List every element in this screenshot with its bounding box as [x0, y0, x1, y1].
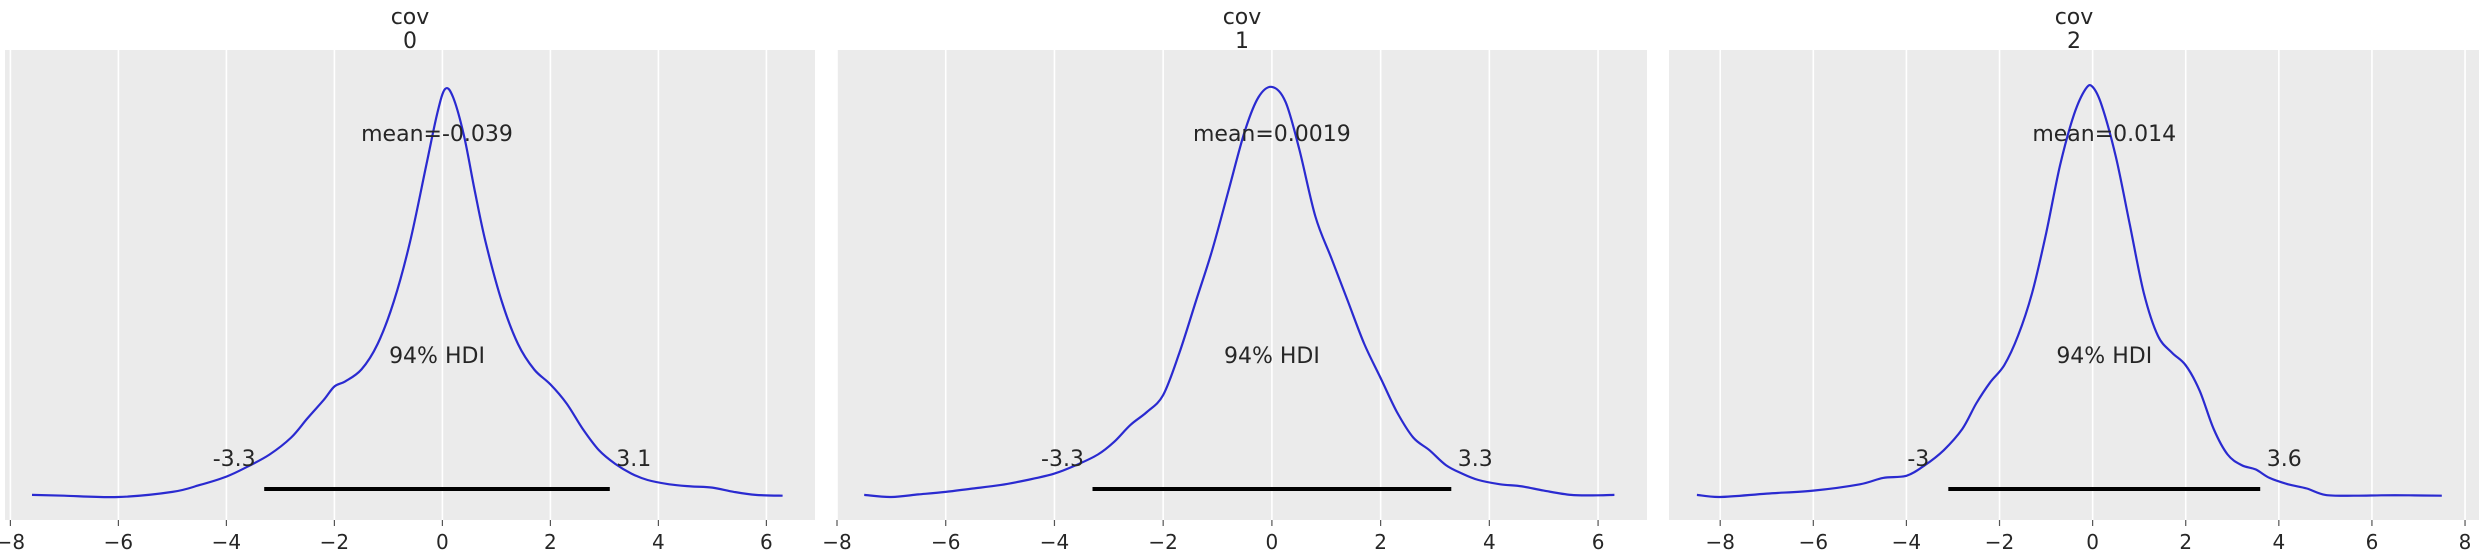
x-tick-label: −8	[822, 530, 851, 552]
x-tick-label: 4	[1483, 530, 1496, 552]
x-tick-label: −6	[1799, 530, 1828, 552]
x-tick-label: −2	[1985, 530, 2014, 552]
mean-label: mean=0.0019	[1193, 122, 1351, 147]
x-tick-label: −4	[212, 530, 241, 552]
plot-area	[1669, 50, 2479, 520]
x-tick-label: 0	[1266, 530, 1279, 552]
hdi-label: 94% HDI	[389, 344, 485, 369]
x-tick-label: −2	[320, 530, 349, 552]
panel-title-line: cov	[391, 5, 430, 30]
hdi-low-label: -3.3	[213, 447, 256, 472]
hdi-low-label: -3.3	[1041, 447, 1084, 472]
panel-title-line: cov	[1223, 5, 1262, 30]
hdi-high-label: 3.6	[2267, 447, 2302, 472]
hdi-low-label: -3	[1907, 447, 1929, 472]
x-tick-label: −6	[931, 530, 960, 552]
panel-title-line: cov	[2055, 5, 2094, 30]
density-curve	[31, 86, 783, 499]
x-tick-label: 6	[1592, 530, 1605, 552]
hdi-label: 94% HDI	[1224, 344, 1320, 369]
x-tick-label: −4	[1040, 530, 1069, 552]
panel-title-line: 0	[403, 29, 417, 54]
x-tick-label: −6	[104, 530, 133, 552]
density-curve	[1696, 83, 2442, 499]
mean-label: mean=-0.039	[361, 122, 513, 147]
x-tick-label: 6	[760, 530, 773, 552]
x-tick-label: 2	[1374, 530, 1387, 552]
plot-area	[5, 50, 815, 520]
x-tick-label: 2	[544, 530, 557, 552]
x-tick-label: 2	[2179, 530, 2192, 552]
hdi-high-label: 3.3	[1458, 447, 1493, 472]
x-tick-label: −8	[1705, 530, 1734, 552]
x-tick-label: −8	[0, 530, 25, 552]
x-tick-label: 8	[2459, 530, 2472, 552]
x-tick-label: −4	[1892, 530, 1921, 552]
plot-area	[837, 50, 1647, 520]
x-tick-label: 0	[2086, 530, 2099, 552]
hdi-high-label: 3.1	[616, 447, 651, 472]
panel-title-line: 2	[2067, 29, 2081, 54]
x-tick-label: 4	[2272, 530, 2285, 552]
x-tick-label: 6	[2366, 530, 2379, 552]
hdi-label: 94% HDI	[2056, 344, 2152, 369]
x-tick-label: 4	[652, 530, 665, 552]
x-tick-label: 0	[436, 530, 449, 552]
density-curve	[864, 85, 1615, 499]
panel-title-line: 1	[1235, 29, 1249, 54]
mean-label: mean=0.014	[2032, 122, 2176, 147]
x-tick-label: −2	[1148, 530, 1177, 552]
